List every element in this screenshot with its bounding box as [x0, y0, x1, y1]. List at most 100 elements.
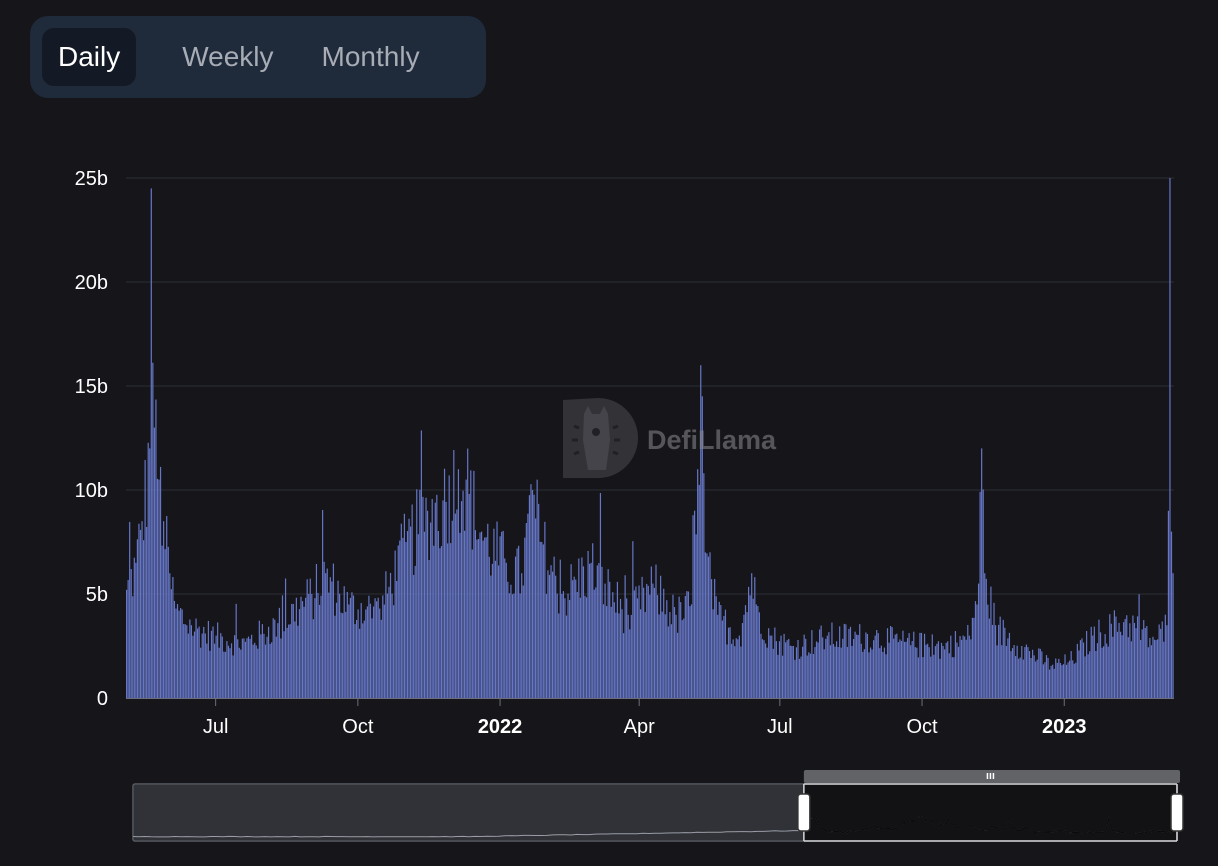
bar [977, 583, 980, 698]
bar [644, 611, 646, 698]
bar [315, 564, 318, 698]
bar [852, 639, 855, 698]
bar [758, 612, 760, 698]
bar [885, 654, 887, 698]
bar [840, 647, 842, 698]
bar [723, 615, 725, 698]
bar [672, 594, 674, 698]
bar [345, 611, 347, 698]
bar [862, 651, 864, 698]
bar [789, 645, 791, 698]
bar [854, 631, 856, 698]
bar [971, 617, 973, 698]
bar [856, 634, 858, 698]
bar [690, 604, 693, 698]
bar [491, 563, 493, 698]
bar [883, 647, 886, 698]
bar [1166, 625, 1168, 698]
bar [944, 649, 946, 698]
bar [1129, 623, 1131, 698]
bar [677, 632, 679, 698]
bar [1015, 656, 1017, 698]
bar [1092, 635, 1094, 698]
bar [561, 594, 563, 698]
bar [934, 646, 936, 698]
bar [842, 638, 844, 698]
bar [947, 641, 949, 698]
bar [998, 624, 1000, 698]
tab-monthly[interactable]: Monthly [321, 41, 420, 72]
bar [639, 609, 642, 698]
navigator-scrollbar[interactable] [803, 770, 1180, 783]
bar [502, 530, 504, 698]
bar [431, 498, 433, 698]
bar [126, 589, 128, 698]
bar [189, 619, 191, 698]
bar [383, 604, 385, 698]
bar [578, 558, 580, 698]
tab-daily[interactable]: Daily [42, 28, 137, 86]
bar [335, 602, 338, 698]
bar [945, 642, 947, 698]
bar [811, 630, 813, 698]
bar [547, 570, 549, 698]
bar [170, 589, 172, 698]
bar [477, 538, 480, 698]
bar [783, 633, 785, 698]
bar [396, 581, 398, 698]
bar [405, 542, 407, 698]
bar [920, 632, 923, 698]
bar [869, 647, 872, 698]
y-tick-label: 15b [75, 376, 108, 398]
bar [683, 618, 685, 698]
bar [957, 646, 960, 698]
bar [454, 513, 456, 698]
bar [619, 598, 622, 698]
bar [991, 624, 994, 698]
bar [235, 603, 237, 698]
bar [693, 510, 696, 698]
bar [183, 624, 185, 698]
bar [158, 479, 160, 698]
bar [303, 606, 305, 698]
bar [638, 585, 640, 698]
bar [710, 579, 713, 698]
bar [428, 560, 430, 698]
bar [203, 626, 205, 698]
bar [1090, 626, 1092, 698]
bar [269, 643, 271, 698]
navigator-right-handle[interactable] [1170, 793, 1184, 832]
bar [959, 636, 961, 698]
bar [1093, 626, 1095, 698]
bar [650, 566, 652, 698]
bar [215, 635, 217, 698]
bar [738, 635, 740, 698]
bar [757, 606, 759, 698]
bar [223, 651, 225, 698]
bar [1119, 631, 1122, 698]
bar [979, 491, 981, 698]
bar [1021, 646, 1023, 698]
bar [436, 494, 438, 698]
bar [1072, 660, 1074, 698]
bar [275, 636, 277, 698]
bar [573, 576, 575, 698]
tab-weekly[interactable]: Weekly [182, 41, 274, 72]
bar [576, 592, 578, 698]
bar [556, 593, 558, 698]
bar [433, 545, 435, 698]
bar [873, 640, 875, 698]
bar [857, 635, 859, 698]
axes: 0 5b 10b 15b 20b 25b Jul Oct 2022 Apr Jul Oct 2023 [75, 168, 1174, 738]
bar [244, 641, 247, 698]
bar [274, 619, 276, 698]
navigator-left-handle[interactable] [797, 793, 811, 832]
bar [135, 562, 137, 698]
bar [536, 479, 538, 698]
bar [141, 521, 143, 698]
range-navigator[interactable] [132, 770, 1184, 842]
bar [437, 531, 439, 698]
bar [766, 647, 768, 698]
bar [1078, 650, 1080, 698]
bar [172, 577, 174, 698]
